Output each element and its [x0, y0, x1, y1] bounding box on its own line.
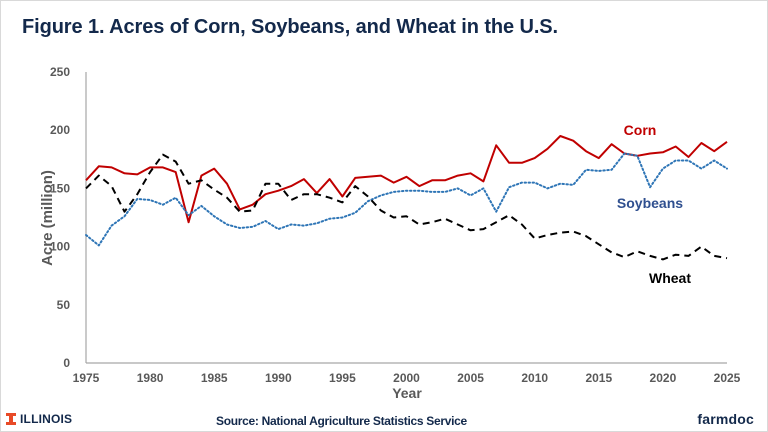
series-line-soybeans [85, 152, 728, 247]
series-line-corn [85, 135, 728, 224]
y-tick-label: 0 [63, 356, 70, 370]
x-tick-label: 2005 [457, 371, 484, 385]
series-labels: Corn Soybeans Wheat [617, 122, 691, 286]
y-tick-label: 150 [50, 181, 70, 195]
series-line-wheat [85, 153, 728, 261]
illinois-block-i-icon [6, 413, 16, 425]
y-tick-label: 250 [50, 65, 70, 79]
x-tick-label: 2000 [393, 371, 420, 385]
x-tick-label: 1975 [73, 371, 100, 385]
x-tick-label: 2020 [650, 371, 677, 385]
farmdoc-logo: farmdoc [697, 411, 754, 427]
x-tick-label: 2010 [521, 371, 548, 385]
x-tick-label: 1990 [265, 371, 292, 385]
series-label-corn: Corn [624, 122, 657, 138]
x-tick-label: 2015 [585, 371, 612, 385]
y-axis-label: Acre (million) [39, 170, 56, 266]
series-label-wheat: Wheat [649, 270, 691, 286]
y-tick-label: 200 [50, 123, 70, 137]
series-label-soybeans: Soybeans [617, 195, 683, 211]
x-tick-label: 1980 [137, 371, 164, 385]
illinois-wordmark: ILLINOIS [20, 412, 73, 426]
source-note: Source: National Agriculture Statistics … [216, 414, 467, 428]
figure-title: Figure 1. Acres of Corn, Soybeans, and W… [22, 16, 558, 38]
x-tick-label: 1995 [329, 371, 356, 385]
x-tick-label: 1985 [201, 371, 228, 385]
x-axis-label: Year [392, 385, 422, 401]
series-group [85, 135, 728, 261]
illinois-logo: ILLINOIS [6, 412, 72, 426]
axes: 0 50 100 150 200 250 1975 1980 1985 1990 1995 2000 2… [50, 65, 741, 385]
y-tick-label: 100 [50, 240, 70, 254]
x-tick-label: 2025 [714, 371, 741, 385]
y-tick-label: 50 [57, 298, 71, 312]
